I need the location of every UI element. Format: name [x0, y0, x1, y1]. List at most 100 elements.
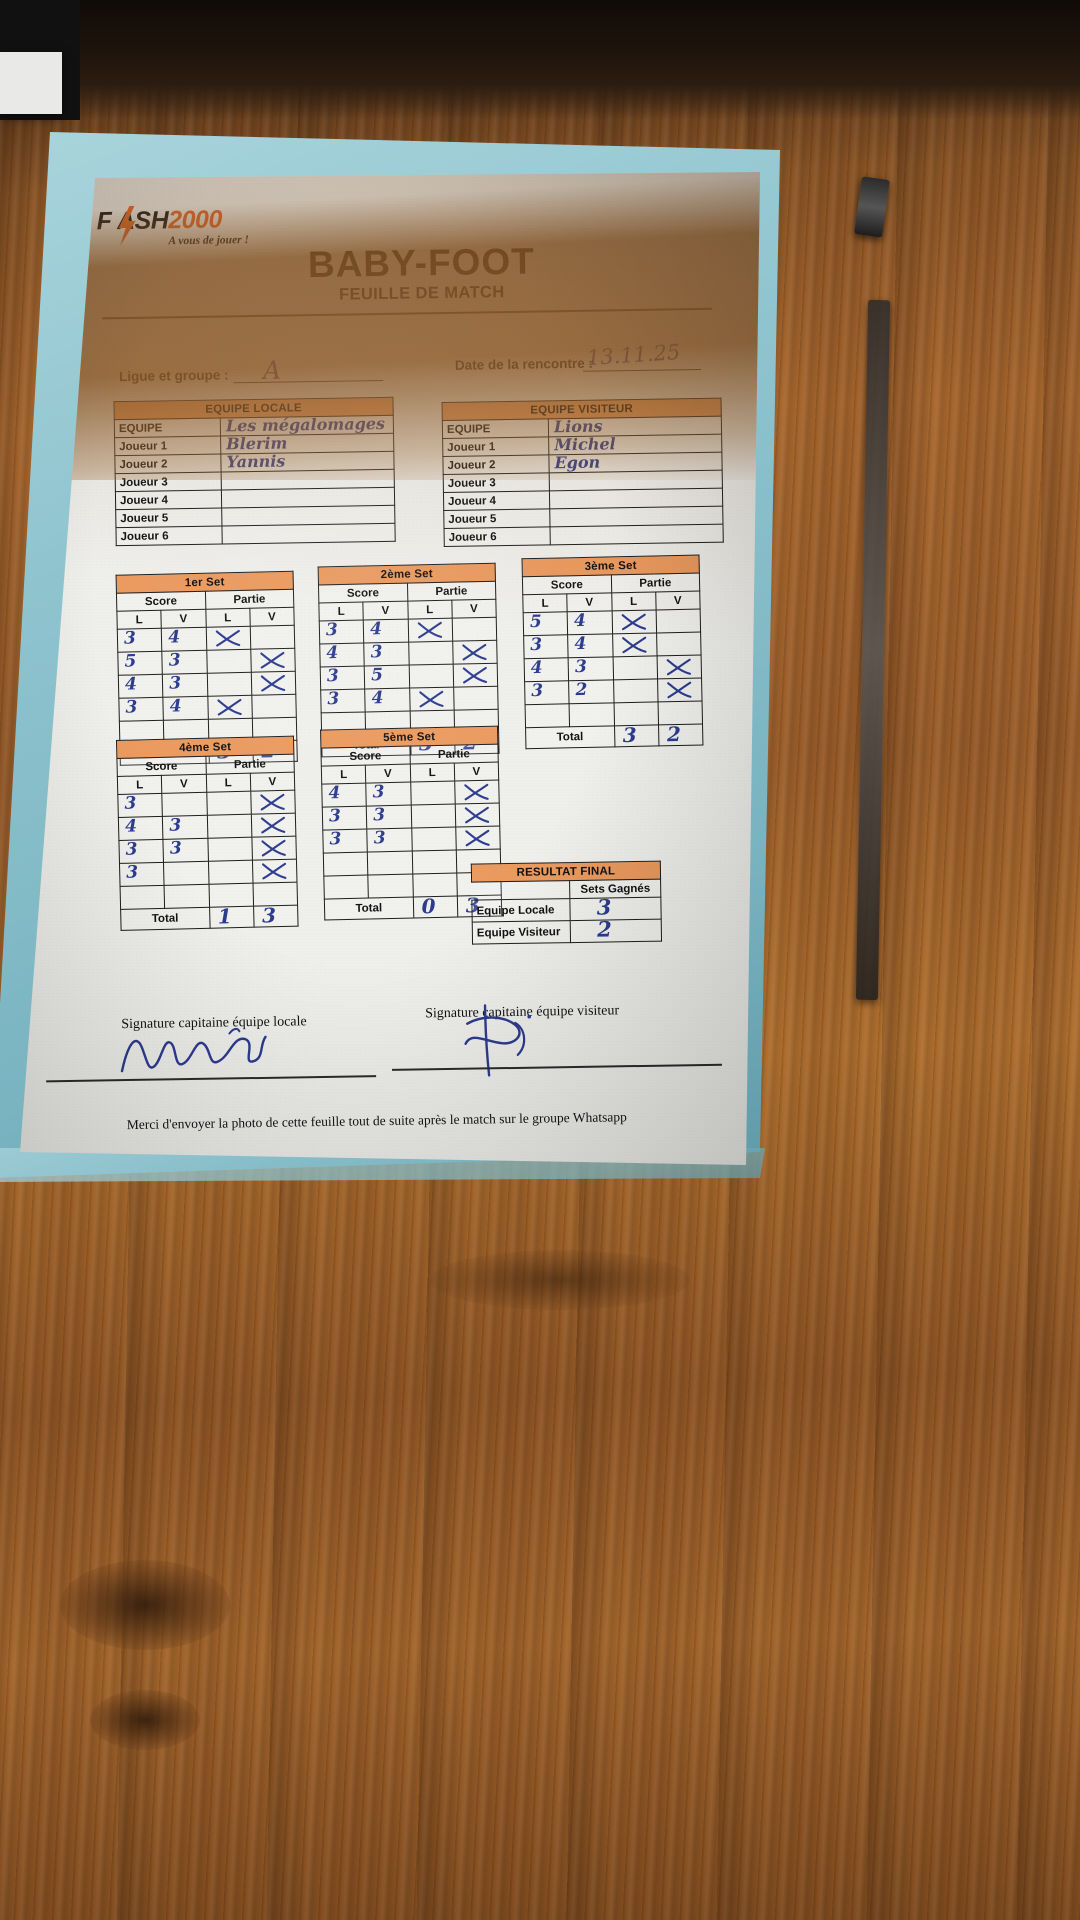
score-visitor-cell[interactable]: 3 [163, 838, 208, 863]
partie-visitor-cell[interactable] [454, 803, 500, 828]
score-local-cell[interactable]: 3 [320, 689, 366, 713]
set-total-visitor-cell[interactable]: 3 [253, 903, 299, 927]
score-visitor-cell[interactable]: 4 [161, 627, 207, 652]
score-visitor-cell[interactable] [569, 702, 615, 727]
partie-visitor-cell[interactable] [452, 663, 498, 688]
partie-visitor-cell[interactable] [455, 826, 501, 851]
match-sheet-paper: F ASH2000 A vous de jouer ! BABY-FOOT FE… [20, 172, 760, 1165]
set-total-local-cell[interactable]: 1 [209, 904, 254, 929]
score-local-cell[interactable]: 4 [319, 643, 365, 667]
partie-local-cell[interactable] [408, 664, 454, 689]
partie-local-cell[interactable] [206, 791, 252, 816]
partie-local-cell[interactable] [410, 804, 456, 829]
date-input-line[interactable] [583, 368, 702, 373]
set-total-local-cell[interactable]: 3 [614, 723, 659, 747]
partie-local-cell[interactable] [206, 649, 252, 674]
partie-local-cell[interactable] [207, 860, 253, 885]
partie-visitor-cell[interactable] [251, 813, 296, 838]
partie-visitor-cell[interactable] [251, 836, 297, 861]
score-visitor-cell[interactable]: 5 [364, 665, 410, 690]
score-local-cell[interactable]: 3 [320, 666, 365, 690]
player-value[interactable] [550, 524, 724, 545]
partie-visitor-cell[interactable] [252, 859, 297, 884]
player-value[interactable] [221, 523, 396, 544]
score-visitor-value: 3 [168, 650, 181, 671]
partie-visitor-cell[interactable] [655, 609, 701, 633]
score-visitor-cell[interactable] [368, 874, 413, 899]
partie-visitor-cell[interactable] [656, 632, 702, 656]
score-local-cell[interactable] [525, 703, 570, 728]
score-visitor-cell[interactable]: 2 [568, 679, 614, 704]
score-local-cell[interactable]: 3 [118, 839, 164, 864]
final-result-value-cell[interactable]: 3 [570, 894, 662, 921]
partie-local-cell[interactable] [408, 641, 453, 666]
partie-visitor-cell[interactable] [251, 671, 296, 696]
score-local-cell[interactable]: 4 [524, 657, 569, 682]
partie-local-cell[interactable] [613, 678, 658, 703]
score-local-cell[interactable]: 3 [117, 793, 163, 818]
partie-visitor-cell[interactable] [250, 790, 296, 815]
partie-local-cell[interactable] [411, 850, 457, 875]
score-visitor-cell[interactable]: 4 [364, 688, 410, 712]
partie-visitor-cell[interactable] [657, 678, 703, 702]
score-local-cell[interactable] [120, 885, 165, 910]
partie-local-cell[interactable] [612, 632, 657, 657]
score-local-cell[interactable]: 3 [118, 697, 164, 722]
score-local-cell[interactable]: 5 [523, 611, 568, 636]
score-visitor-cell[interactable]: 3 [365, 782, 411, 807]
score-visitor-cell[interactable]: 3 [363, 642, 409, 667]
partie-local-cell[interactable] [205, 626, 251, 651]
partie-visitor-cell[interactable] [656, 655, 702, 679]
score-visitor-cell[interactable]: 4 [567, 633, 613, 658]
partie-local-cell[interactable] [411, 827, 457, 852]
partie-local-cell[interactable] [207, 837, 253, 862]
score-visitor-cell[interactable]: 3 [162, 815, 208, 840]
score-local-cell[interactable]: 3 [322, 829, 368, 854]
partie-local-cell[interactable] [206, 814, 252, 839]
partie-visitor-cell[interactable] [452, 640, 498, 665]
score-visitor-value: 2 [575, 679, 588, 701]
partie-local-cell[interactable] [410, 781, 455, 806]
ligue-input-line[interactable] [233, 379, 384, 384]
partie-local-cell[interactable] [409, 687, 454, 712]
score-local-cell[interactable]: 3 [119, 862, 165, 887]
score-local-cell[interactable]: 4 [118, 816, 164, 841]
score-local-cell[interactable]: 4 [118, 674, 164, 699]
score-local-cell[interactable]: 5 [117, 651, 163, 676]
score-visitor-cell[interactable]: 4 [163, 696, 208, 721]
score-visitor-cell[interactable]: 3 [162, 673, 208, 698]
score-visitor-cell[interactable] [367, 851, 413, 876]
partie-local-cell[interactable] [207, 695, 253, 720]
score-visitor-cell[interactable] [162, 792, 207, 817]
score-local-cell[interactable] [323, 852, 369, 877]
score-visitor-cell[interactable] [163, 861, 209, 886]
partie-visitor-cell[interactable] [453, 686, 499, 711]
partie-local-cell[interactable] [206, 672, 252, 697]
partie-local-cell[interactable] [612, 655, 658, 680]
partie-visitor-cell[interactable] [251, 694, 297, 719]
partie-visitor-cell[interactable] [454, 780, 500, 805]
player-label: Joueur 5 [443, 508, 551, 529]
score-visitor-cell[interactable]: 3 [568, 656, 614, 681]
set-total-local-cell[interactable]: 0 [412, 894, 458, 918]
score-visitor-cell[interactable]: 3 [367, 828, 412, 853]
score-visitor-cell[interactable]: 4 [567, 610, 613, 635]
score-local-cell[interactable]: 3 [319, 620, 364, 644]
score-visitor-cell[interactable] [164, 884, 210, 909]
score-visitor-cell[interactable]: 4 [363, 619, 409, 644]
set-total-visitor-cell[interactable]: 2 [658, 722, 703, 746]
score-visitor-cell[interactable]: 3 [366, 805, 412, 830]
final-result-value-cell[interactable]: 2 [570, 916, 662, 943]
score-local-cell[interactable]: 4 [321, 783, 367, 808]
score-visitor-cell[interactable]: 3 [162, 650, 207, 675]
partie-visitor-cell[interactable] [249, 625, 295, 650]
partie-local-cell[interactable] [407, 618, 453, 643]
partie-visitor-cell[interactable] [250, 648, 296, 673]
score-local-cell[interactable]: 3 [524, 680, 570, 705]
score-local-cell[interactable]: 3 [117, 628, 163, 653]
score-local-cell[interactable] [323, 875, 369, 900]
score-local-cell[interactable]: 3 [523, 634, 569, 659]
partie-visitor-cell[interactable] [451, 617, 497, 642]
partie-local-cell[interactable] [611, 609, 657, 634]
score-local-cell[interactable]: 3 [322, 806, 368, 831]
